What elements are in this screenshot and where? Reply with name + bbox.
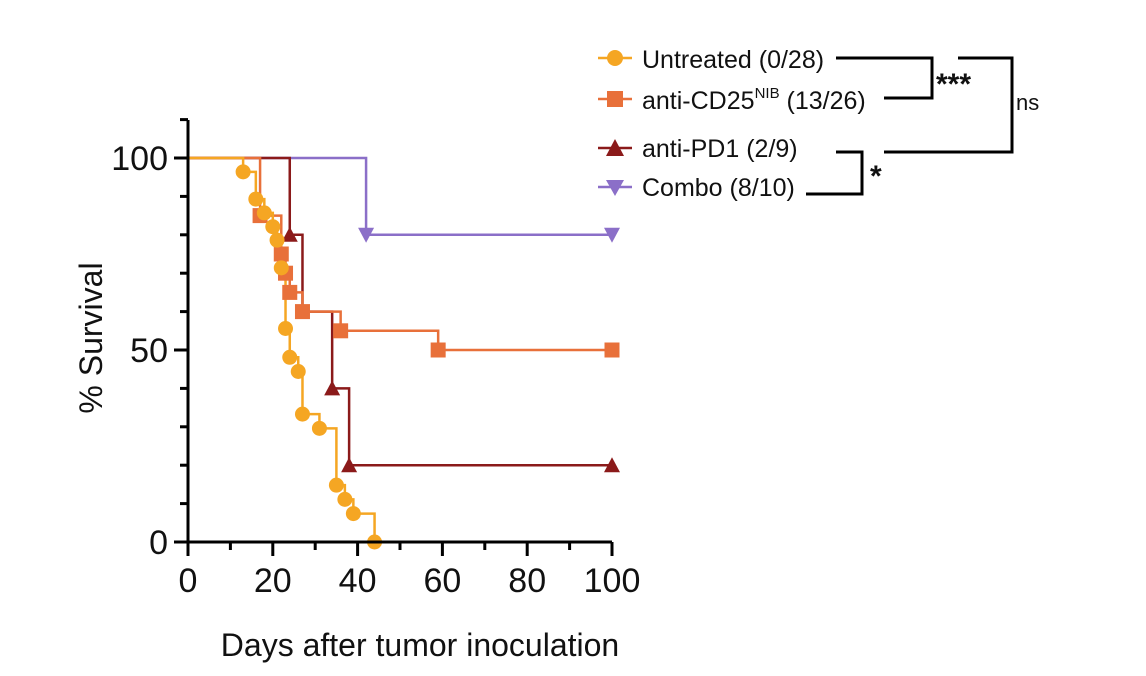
x-tick-label: 0 <box>179 562 198 600</box>
legend-count-anti-pd1: (2/9) <box>746 135 797 163</box>
y-tick-label: 0 <box>149 524 168 562</box>
data-point <box>282 284 298 300</box>
y-tick-label: 50 <box>130 332 168 370</box>
x-tick-label: 100 <box>584 562 641 600</box>
significance-brackets: *** * ns <box>806 56 1039 196</box>
data-point <box>256 205 272 221</box>
data-point <box>273 260 289 276</box>
significance-label-ns: ns <box>1016 90 1039 115</box>
legend-label-anti-cd25: anti-CD25 <box>642 87 755 115</box>
data-point <box>333 323 349 339</box>
y-axis-ticks: 0 50 100 <box>111 118 188 562</box>
plot-area <box>188 156 612 542</box>
svg-text:anti-PD1 (2/9): anti-PD1 (2/9) <box>642 135 798 163</box>
legend-marker-circle <box>607 50 623 66</box>
y-tick-label: 100 <box>111 140 168 178</box>
legend-item-anti-pd1: anti-PD1 (2/9) <box>598 135 798 163</box>
data-point <box>324 380 341 396</box>
legend-count-untreated: (0/28) <box>759 46 824 74</box>
bracket-anti-pd1-vs-combo <box>806 150 864 196</box>
data-point <box>337 491 353 507</box>
legend-count-anti-cd25: (13/26) <box>787 87 866 115</box>
data-point <box>345 506 361 522</box>
data-point <box>294 304 310 320</box>
x-tick-label: 20 <box>254 562 292 600</box>
legend: Untreated (0/28) anti-CD25NIB (13/26) an… <box>598 46 866 202</box>
legend-label-combo: Combo <box>642 174 723 202</box>
x-tick-label: 40 <box>339 562 377 600</box>
legend-item-combo: Combo (8/10) <box>598 174 795 202</box>
data-point <box>278 320 294 336</box>
data-point <box>290 364 306 380</box>
legend-label-anti-pd1: anti-PD1 <box>642 135 739 163</box>
data-point <box>358 227 375 243</box>
data-point <box>604 457 620 473</box>
significance-label-single-star: * <box>870 160 882 193</box>
data-point <box>341 457 358 473</box>
legend-label-untreated: Untreated <box>642 46 752 74</box>
data-point <box>604 342 620 358</box>
data-point <box>311 420 327 436</box>
legend-marker-square <box>607 91 623 107</box>
data-point <box>604 227 620 243</box>
svg-text:Untreated (0/28): Untreated (0/28) <box>642 46 824 74</box>
data-point <box>282 349 298 365</box>
data-point <box>430 342 446 358</box>
x-tick-label: 80 <box>508 562 546 600</box>
significance-label-triple-star: *** <box>936 68 971 101</box>
x-axis-ticks: 0 20 40 60 80 100 <box>179 542 641 600</box>
legend-item-anti-cd25: anti-CD25NIB (13/26) <box>598 85 866 115</box>
legend-superscript-nib: NIB <box>755 85 780 102</box>
legend-item-untreated: Untreated (0/28) <box>598 46 824 74</box>
legend-marker-triangle-down <box>606 180 624 196</box>
data-point <box>281 226 298 242</box>
x-axis-label: Days after tumor inoculation <box>221 627 619 663</box>
data-point <box>273 246 289 262</box>
svg-text:Combo (8/10): Combo (8/10) <box>642 174 795 202</box>
data-point <box>294 406 310 422</box>
y-axis-label: % Survival <box>73 262 109 413</box>
data-point <box>248 191 264 207</box>
data-point <box>265 219 281 235</box>
data-point <box>235 164 251 180</box>
legend-marker-triangle-up <box>606 139 624 156</box>
svg-text:anti-CD25NIB (13/26): anti-CD25NIB (13/26) <box>642 85 866 115</box>
survival-line-anti-cd25 <box>188 156 612 352</box>
bracket-untreated-vs-anti-cd25 <box>836 56 934 100</box>
data-point <box>269 232 285 248</box>
plot-markers <box>235 164 620 550</box>
x-tick-label: 60 <box>423 562 461 600</box>
bracket-ns-comparison <box>884 56 1014 154</box>
data-point <box>328 477 344 493</box>
legend-count-combo: (8/10) <box>730 174 795 202</box>
